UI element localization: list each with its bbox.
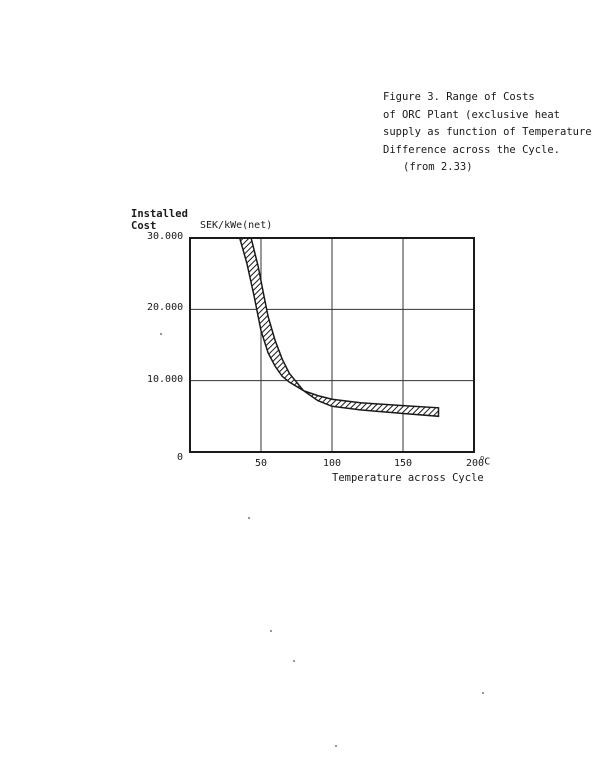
figure-caption: Figure 3. Range of Costs of ORC Plant (e… [383,89,608,177]
y-tick-label: 30.000 [147,231,184,242]
caption-line: of ORC Plant (exclusive heat [383,108,561,121]
caption-line: Difference across the Cycle. [383,143,561,156]
x-tick-label: 200 [466,458,485,469]
y-axis-label-line2: Cost [131,220,157,232]
paper-speck [293,660,295,662]
y-tick-label: 0 [177,452,184,463]
paper-speck [482,692,484,694]
caption-source: (from 2.33) [403,161,473,173]
y-axis-label: Installed Cost [131,208,188,232]
plot-frame [189,237,475,453]
paper-speck [160,333,162,335]
grid-lines [190,238,474,452]
paper-speck [248,517,250,519]
caption-line: Figure 3. Range of Costs [383,91,535,103]
x-axis-title: Temperature across Cycle [332,472,484,484]
y-tick-label: 20.000 [147,302,184,314]
x-axis-unit: oC [480,454,491,468]
paper-speck [335,745,337,747]
x-unit-letter: C [484,456,491,468]
y-axis-unit: SEK/kWe(net) [200,220,273,231]
y-axis-label-line1: Installed [131,208,188,220]
x-tick-label: 100 [323,458,342,469]
cost-range-band [238,238,440,418]
x-tick-label: 50 [255,458,268,469]
x-tick-label: 150 [394,458,413,469]
paper-speck [270,630,272,632]
caption-line: supply as function of Temperature [383,126,592,138]
y-tick-label: 10.000 [147,373,184,385]
